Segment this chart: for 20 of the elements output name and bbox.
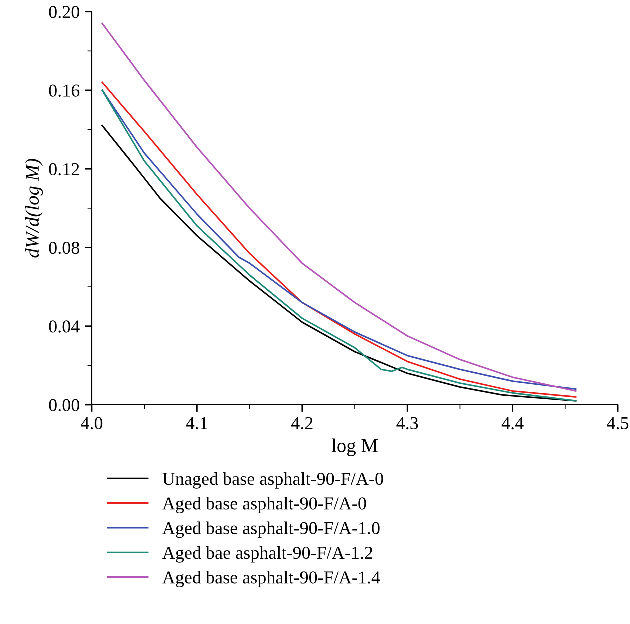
y-tick-label: 0.00 [49,399,80,412]
y-tick-label: 0.16 [49,84,80,97]
y-axis-title: dW/d(log M) [25,159,44,258]
legend-label: Aged bae asphalt-90-F/A-1.2 [162,546,372,563]
legend-label: Aged base asphalt-90-F/A-0 [162,497,366,514]
x-tick-label: 4.0 [81,417,103,430]
x-axis-title: log M [332,438,378,456]
legend-label: Aged base asphalt-90-F/A-1.4 [162,571,380,588]
y-tick-label: 0.12 [49,163,80,176]
x-tick-label: 4.4 [502,417,524,430]
x-tick-label: 4.5 [607,417,629,430]
line-series [102,22,577,392]
legend-label: Aged base asphalt-90-F/A-1.0 [162,522,380,538]
y-tick-label: 0.08 [49,242,80,254]
x-tick-label: 4.2 [291,417,313,430]
legend-label: Unaged base asphalt-90-F/A-0 [162,472,384,489]
x-tick-label: 4.3 [396,417,418,430]
x-tick-label: 4.1 [186,417,208,430]
y-tick-label: 0.04 [49,320,80,333]
y-tick-label: 0.20 [49,6,80,18]
